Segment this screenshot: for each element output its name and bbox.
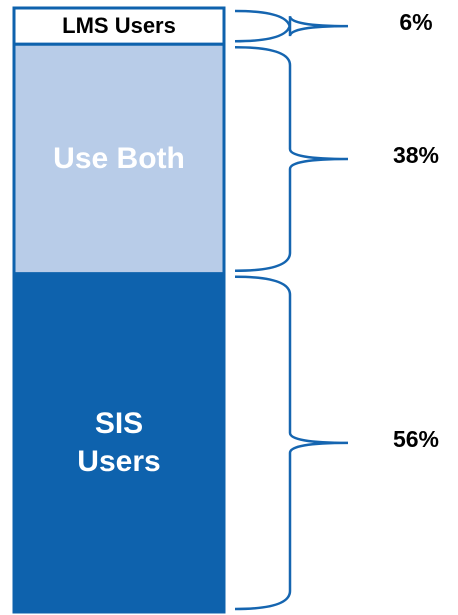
value-label: 56% <box>393 426 439 452</box>
segment-label: LMS Users <box>14 8 224 44</box>
segment-label: Use Both <box>14 44 224 274</box>
segment-name: SIS Users <box>77 407 161 478</box>
bar-segment <box>12 272 226 614</box>
segment-name: LMS Users <box>62 13 176 39</box>
value-label: 38% <box>393 142 439 168</box>
segment-label: SIS Users <box>14 274 224 612</box>
bracket <box>234 9 349 43</box>
bracket <box>234 275 349 611</box>
value-label: 6% <box>399 9 432 35</box>
segment-name: Use Both <box>53 142 185 176</box>
bracket <box>234 45 349 273</box>
